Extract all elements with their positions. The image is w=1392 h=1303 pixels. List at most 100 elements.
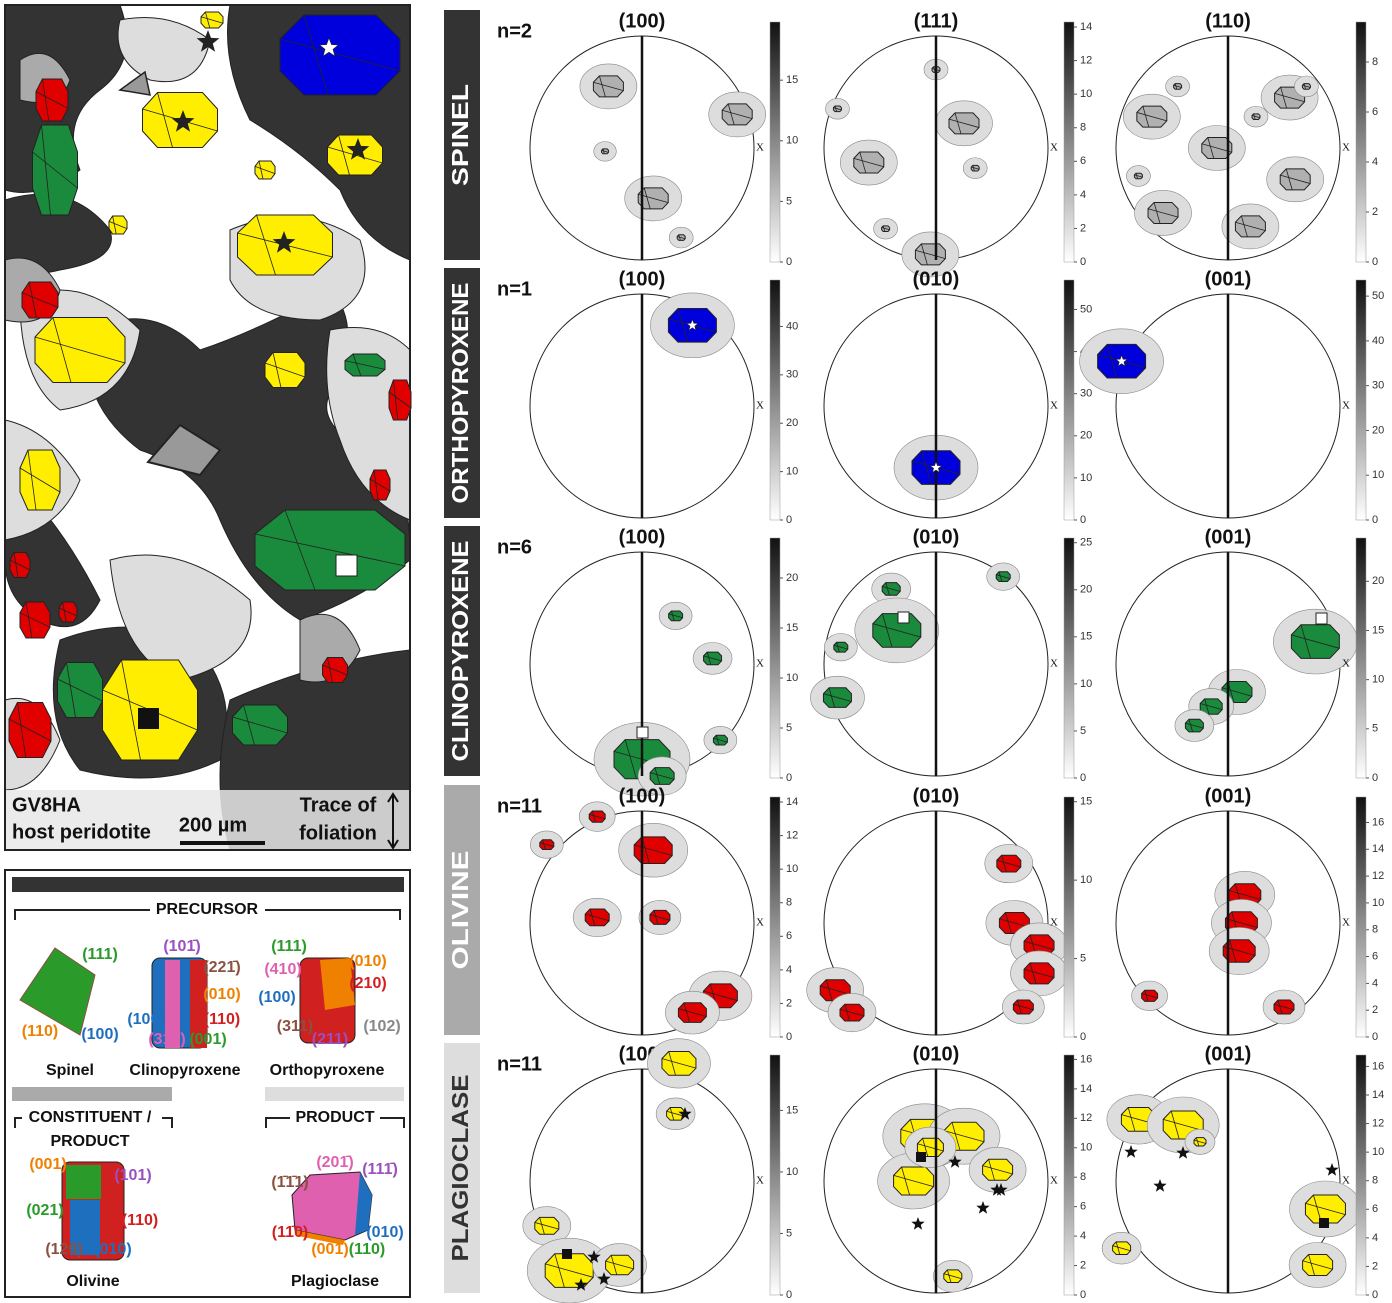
- face-label: (110): [204, 1011, 240, 1028]
- pole-title: (111): [914, 10, 958, 32]
- colorbar-tick-label: 10: [786, 863, 798, 875]
- colorbar: [1356, 1055, 1366, 1295]
- x-direction: X: [1050, 400, 1058, 412]
- colorbar-tick-label: 16: [1372, 1060, 1384, 1072]
- colorbar-tick-label: 4: [1372, 156, 1378, 168]
- mineral-name: Spinel: [46, 1062, 94, 1079]
- colorbar-tick-label: 25: [1080, 537, 1092, 549]
- face-label: (221̄): [203, 959, 240, 976]
- colorbar-tick-label: 5: [786, 722, 792, 734]
- foliation-label: Trace of: [300, 794, 377, 816]
- x-direction: X: [756, 1175, 764, 1187]
- colorbar: [1064, 538, 1074, 778]
- colorbar-tick-label: 0: [786, 772, 792, 784]
- colorbar-tick-label: 20: [786, 417, 798, 429]
- colorbar-tick-label: 15: [786, 1104, 798, 1116]
- colorbar-tick-label: 10: [1080, 88, 1092, 100]
- x-direction: X: [1342, 1175, 1350, 1187]
- colorbar-tick-label: 16: [1372, 816, 1384, 828]
- face-label: (100): [127, 1011, 164, 1028]
- colorbar-tick-label: 0: [1080, 256, 1086, 268]
- pole-title: (110): [1205, 10, 1251, 32]
- colorbar-tick-label: 12: [786, 830, 798, 842]
- colorbar-tick-label: 20: [1372, 575, 1384, 587]
- colorbar: [1064, 22, 1074, 262]
- colorbar-tick-label: 5: [1372, 723, 1378, 735]
- colorbar-tick-label: 15: [1080, 796, 1092, 808]
- mineral-name: Orthopyroxene: [270, 1062, 385, 1079]
- face-label: (1̄1̄1): [271, 1174, 308, 1191]
- colorbar-tick-label: 40: [1372, 335, 1384, 347]
- colorbar-tick-label: 14: [786, 796, 798, 808]
- pole-title: (100): [619, 785, 666, 807]
- colorbar-tick-label: 14: [1372, 843, 1384, 855]
- colorbar-tick-label: 4: [1080, 189, 1086, 201]
- colorbar-tick-label: 0: [786, 256, 792, 268]
- colorbar: [1064, 280, 1074, 520]
- sample-count: n=1: [497, 278, 532, 300]
- colorbar-tick-label: 5: [786, 195, 792, 207]
- colorbar-tick-label: 40: [786, 320, 798, 332]
- group-label: CONSTITUENT /: [29, 1109, 152, 1126]
- colorbar-tick-label: 0: [1372, 514, 1378, 526]
- colorbar-tick-label: 0: [1372, 772, 1378, 784]
- colorbar-tick-label: 50: [1372, 290, 1384, 302]
- colorbar-tick-label: 0: [1372, 1031, 1378, 1043]
- square-marker: [1319, 1218, 1329, 1228]
- face-label: (120): [45, 1241, 82, 1258]
- constituent-bar: [12, 1087, 172, 1101]
- x-direction: X: [1342, 142, 1350, 154]
- x-direction: X: [1050, 1175, 1058, 1187]
- colorbar-tick-label: 15: [786, 622, 798, 634]
- x-direction: X: [756, 917, 764, 929]
- face-label: (110): [349, 1241, 385, 1258]
- colorbar-tick-label: 10: [1080, 1142, 1092, 1154]
- colorbar-tick-label: 8: [1372, 1175, 1378, 1187]
- pole-title: (010): [913, 268, 960, 290]
- legend-ol-face: [66, 1165, 101, 1199]
- colorbar-tick-label: 10: [1080, 678, 1092, 690]
- colorbar-tick-label: 10: [786, 466, 798, 478]
- x-direction: X: [1342, 658, 1350, 670]
- face-label: (111̄): [362, 1161, 398, 1178]
- pole-title: (001): [1205, 785, 1252, 807]
- colorbar-tick-label: 10: [1372, 674, 1384, 686]
- colorbar-tick-label: 8: [1372, 56, 1378, 68]
- colorbar-tick-label: 2: [1372, 1004, 1378, 1016]
- mineral-name: Clinopyroxene: [129, 1062, 240, 1079]
- face-label: (010): [203, 986, 240, 1003]
- colorbar-tick-label: 10: [786, 135, 798, 147]
- colorbar-tick-label: 6: [1372, 1203, 1378, 1215]
- precursor-bar: [12, 877, 404, 892]
- face-label: (101): [114, 1167, 151, 1184]
- colorbar-tick-label: 20: [1080, 430, 1092, 442]
- colorbar-tick-label: 12: [1372, 870, 1384, 882]
- colorbar-tick-label: 6: [1080, 155, 1086, 167]
- square-marker: [336, 555, 357, 576]
- colorbar-tick-label: 20: [1372, 424, 1384, 436]
- face-label: (100): [258, 989, 295, 1006]
- pole-title: (100): [619, 526, 666, 548]
- colorbar-tick-label: 0: [786, 514, 792, 526]
- pole-title: (001): [1205, 1043, 1252, 1065]
- colorbar-tick-label: 2: [1080, 1259, 1086, 1271]
- group-label: PRODUCT: [295, 1109, 374, 1126]
- sample-name: GV8HA: [12, 794, 81, 816]
- face-label: (010): [349, 953, 386, 970]
- colorbar-tick-label: 0: [1080, 1031, 1086, 1043]
- sample-count: n=2: [497, 20, 532, 42]
- colorbar-tick-label: 12: [1080, 1112, 1092, 1124]
- foliation-label: foliation: [299, 822, 377, 844]
- colorbar-tick-label: 12: [1372, 1117, 1384, 1129]
- square-marker: [637, 727, 648, 738]
- sample-count: n=11: [497, 1053, 542, 1075]
- colorbar-tick-label: 0: [786, 1031, 792, 1043]
- pole-title: (010): [913, 1043, 960, 1065]
- colorbar-tick-label: 14: [1080, 1083, 1092, 1095]
- colorbar-tick-label: 16: [1080, 1053, 1092, 1065]
- row-label: PLAGIOCLASE: [447, 1075, 473, 1262]
- colorbar-tick-label: 50: [1080, 303, 1092, 315]
- x-direction: X: [1342, 917, 1350, 929]
- pole-title: (010): [913, 526, 960, 548]
- face-label: (11̄0): [272, 1224, 308, 1241]
